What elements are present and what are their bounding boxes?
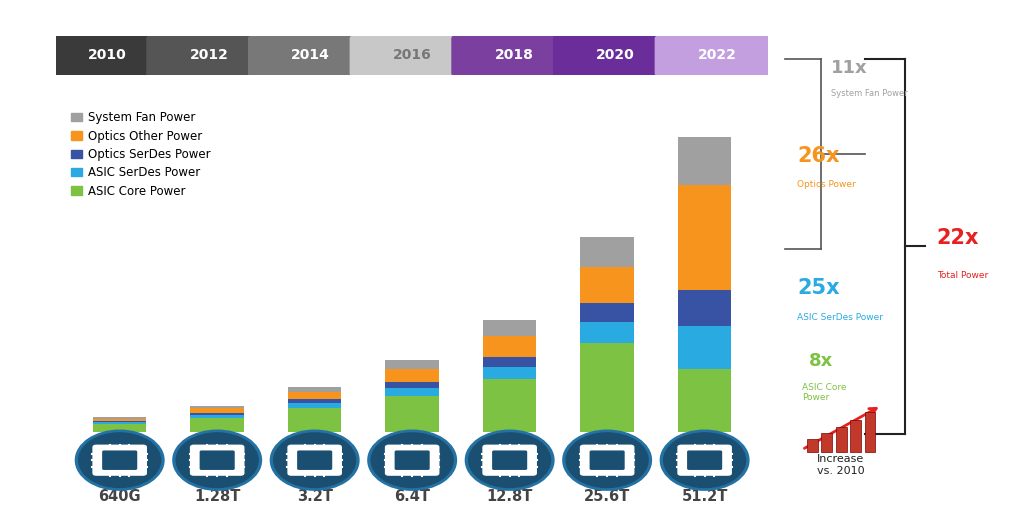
Bar	[864, 412, 876, 452]
Bar	[190, 418, 244, 432]
FancyBboxPatch shape	[146, 34, 271, 77]
FancyBboxPatch shape	[590, 450, 625, 470]
Text: Total Power: Total Power	[937, 270, 988, 280]
Bar	[385, 382, 439, 388]
Bar	[678, 185, 731, 290]
FancyBboxPatch shape	[553, 34, 678, 77]
Bar	[678, 137, 731, 185]
FancyBboxPatch shape	[654, 34, 779, 77]
Bar	[385, 369, 439, 382]
Bar	[288, 408, 341, 432]
Circle shape	[176, 433, 258, 488]
FancyBboxPatch shape	[687, 450, 722, 470]
Bar	[483, 367, 537, 379]
Bar	[483, 379, 537, 432]
Text: ASIC SerDes Power: ASIC SerDes Power	[797, 313, 883, 321]
Text: 22x: 22x	[937, 228, 979, 248]
Bar	[93, 419, 146, 421]
Text: 2020: 2020	[596, 48, 635, 62]
Bar	[483, 335, 537, 357]
Text: ASIC Core
Power: ASIC Core Power	[802, 383, 847, 402]
FancyBboxPatch shape	[580, 445, 635, 476]
Bar	[93, 424, 146, 432]
Bar	[190, 408, 244, 413]
Bar	[93, 422, 146, 424]
FancyBboxPatch shape	[45, 34, 779, 78]
Bar	[93, 421, 146, 422]
Bar	[581, 343, 634, 432]
Bar	[288, 399, 341, 404]
Text: System Fan Power: System Fan Power	[830, 89, 907, 98]
Bar	[288, 387, 341, 392]
Bar	[581, 267, 634, 303]
Bar	[288, 392, 341, 399]
FancyBboxPatch shape	[200, 450, 234, 470]
Bar	[190, 415, 244, 418]
FancyBboxPatch shape	[288, 445, 342, 476]
FancyBboxPatch shape	[394, 450, 430, 470]
FancyBboxPatch shape	[102, 450, 137, 470]
Bar	[385, 396, 439, 432]
FancyBboxPatch shape	[189, 445, 245, 476]
FancyBboxPatch shape	[677, 445, 732, 476]
Legend: System Fan Power, Optics Other Power, Optics SerDes Power, ASIC SerDes Power, AS: System Fan Power, Optics Other Power, Op…	[66, 107, 216, 202]
FancyBboxPatch shape	[493, 450, 527, 470]
Text: 26x: 26x	[797, 146, 840, 166]
Bar	[807, 439, 817, 452]
Bar	[385, 388, 439, 396]
Bar	[581, 303, 634, 322]
Circle shape	[469, 433, 551, 488]
Bar	[836, 427, 847, 452]
Bar	[581, 322, 634, 343]
Text: 25x: 25x	[797, 278, 840, 298]
Bar	[385, 360, 439, 369]
Text: Increase
vs. 2010: Increase vs. 2010	[817, 454, 864, 476]
Bar	[483, 357, 537, 367]
Bar	[678, 369, 731, 432]
FancyBboxPatch shape	[297, 450, 332, 470]
Bar	[190, 413, 244, 415]
Text: 2014: 2014	[291, 48, 330, 62]
Text: 11x: 11x	[830, 59, 867, 76]
Bar	[288, 404, 341, 408]
Bar	[190, 406, 244, 408]
Text: 2010: 2010	[88, 48, 127, 62]
FancyBboxPatch shape	[45, 34, 170, 77]
Text: 2018: 2018	[495, 48, 534, 62]
Bar	[483, 320, 537, 335]
Bar	[821, 433, 833, 452]
Circle shape	[664, 433, 745, 488]
Text: 2016: 2016	[393, 48, 431, 62]
Bar	[850, 420, 861, 452]
Bar	[581, 237, 634, 267]
Circle shape	[566, 433, 648, 488]
Circle shape	[372, 433, 453, 488]
Circle shape	[79, 433, 161, 488]
Circle shape	[273, 433, 355, 488]
Bar	[93, 417, 146, 419]
Text: Optics Power: Optics Power	[797, 180, 856, 189]
Bar	[678, 326, 731, 369]
Text: 2022: 2022	[697, 48, 736, 62]
FancyBboxPatch shape	[482, 445, 537, 476]
FancyBboxPatch shape	[385, 445, 439, 476]
Text: 8x: 8x	[809, 352, 834, 370]
FancyBboxPatch shape	[248, 34, 373, 77]
FancyBboxPatch shape	[92, 445, 147, 476]
Bar	[678, 290, 731, 326]
FancyBboxPatch shape	[452, 34, 577, 77]
FancyBboxPatch shape	[349, 34, 475, 77]
Text: 2012: 2012	[189, 48, 228, 62]
